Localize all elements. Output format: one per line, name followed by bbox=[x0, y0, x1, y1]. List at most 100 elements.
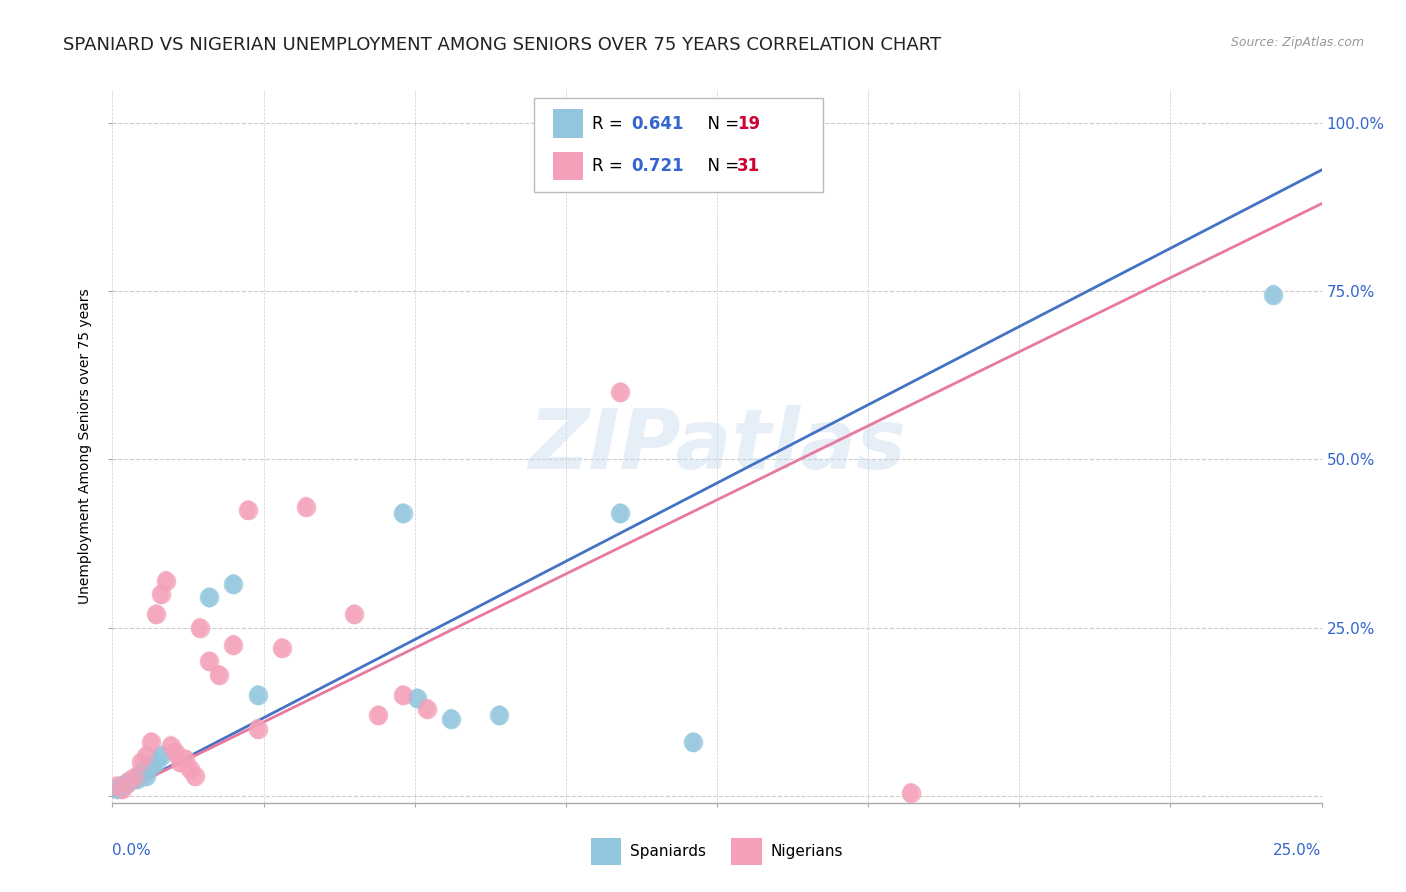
Ellipse shape bbox=[181, 759, 198, 779]
Y-axis label: Unemployment Among Seniors over 75 years: Unemployment Among Seniors over 75 years bbox=[79, 288, 93, 604]
Point bbox=[159, 739, 181, 753]
Point bbox=[145, 756, 167, 770]
Point bbox=[135, 748, 157, 763]
Point bbox=[295, 500, 318, 514]
Ellipse shape bbox=[163, 736, 179, 756]
Point bbox=[145, 607, 167, 622]
Text: Source: ZipAtlas.com: Source: ZipAtlas.com bbox=[1230, 36, 1364, 49]
Ellipse shape bbox=[153, 746, 169, 765]
Point bbox=[270, 640, 292, 655]
Ellipse shape bbox=[143, 732, 159, 752]
Text: R =: R = bbox=[592, 115, 628, 133]
Ellipse shape bbox=[114, 780, 129, 799]
Ellipse shape bbox=[1265, 285, 1281, 304]
Point bbox=[391, 688, 413, 702]
Point bbox=[222, 577, 245, 591]
Point bbox=[682, 735, 704, 749]
Text: N =: N = bbox=[697, 115, 745, 133]
Ellipse shape bbox=[167, 742, 183, 763]
Point bbox=[488, 708, 510, 723]
Point bbox=[188, 621, 211, 635]
Point bbox=[1263, 287, 1285, 301]
Ellipse shape bbox=[409, 689, 425, 708]
Point bbox=[183, 769, 205, 783]
Ellipse shape bbox=[201, 588, 217, 607]
Text: 31: 31 bbox=[737, 157, 759, 175]
Ellipse shape bbox=[443, 708, 458, 729]
Point bbox=[105, 779, 128, 793]
Point bbox=[198, 591, 221, 605]
Point bbox=[131, 756, 153, 770]
Point bbox=[131, 765, 153, 780]
Ellipse shape bbox=[419, 698, 434, 719]
Text: Spaniards: Spaniards bbox=[630, 845, 706, 859]
Point bbox=[198, 655, 221, 669]
Ellipse shape bbox=[138, 766, 155, 786]
Point bbox=[416, 701, 439, 715]
Point bbox=[115, 775, 138, 789]
Ellipse shape bbox=[148, 753, 165, 772]
Ellipse shape bbox=[124, 769, 139, 789]
Text: 25.0%: 25.0% bbox=[1274, 843, 1322, 858]
Text: 0.0%: 0.0% bbox=[112, 843, 152, 858]
Ellipse shape bbox=[492, 706, 508, 725]
Ellipse shape bbox=[134, 763, 149, 782]
Point bbox=[105, 782, 128, 797]
Point bbox=[165, 745, 187, 759]
Text: R =: R = bbox=[592, 157, 628, 175]
Ellipse shape bbox=[114, 776, 129, 796]
Point bbox=[367, 708, 389, 723]
Text: SPANIARD VS NIGERIAN UNEMPLOYMENT AMONG SENIORS OVER 75 YEARS CORRELATION CHART: SPANIARD VS NIGERIAN UNEMPLOYMENT AMONG … bbox=[63, 36, 942, 54]
Ellipse shape bbox=[153, 584, 169, 604]
Ellipse shape bbox=[129, 769, 145, 789]
Ellipse shape bbox=[211, 665, 226, 685]
Text: 0.721: 0.721 bbox=[631, 157, 683, 175]
Ellipse shape bbox=[395, 503, 411, 524]
Point bbox=[125, 769, 148, 783]
Ellipse shape bbox=[143, 756, 159, 776]
Ellipse shape bbox=[613, 382, 628, 402]
Ellipse shape bbox=[129, 766, 145, 786]
Point bbox=[406, 691, 429, 706]
Point bbox=[900, 786, 922, 800]
Ellipse shape bbox=[240, 500, 256, 520]
Point bbox=[155, 574, 177, 588]
Ellipse shape bbox=[187, 766, 202, 786]
Ellipse shape bbox=[177, 749, 193, 769]
Point bbox=[246, 722, 269, 736]
Point bbox=[609, 385, 631, 400]
Point bbox=[179, 762, 201, 776]
Point bbox=[111, 779, 134, 793]
Point bbox=[208, 668, 231, 682]
Ellipse shape bbox=[685, 732, 700, 752]
Point bbox=[174, 752, 197, 766]
Point bbox=[391, 506, 413, 520]
Point bbox=[149, 748, 172, 763]
Ellipse shape bbox=[298, 497, 314, 516]
Point bbox=[343, 607, 366, 622]
Point bbox=[121, 772, 143, 787]
Point bbox=[135, 769, 157, 783]
Ellipse shape bbox=[120, 772, 135, 793]
Ellipse shape bbox=[157, 571, 173, 591]
Ellipse shape bbox=[225, 574, 242, 594]
Point bbox=[609, 506, 631, 520]
Point bbox=[141, 735, 163, 749]
Point bbox=[222, 638, 245, 652]
Point bbox=[115, 775, 138, 789]
Ellipse shape bbox=[371, 706, 387, 725]
Point bbox=[246, 688, 269, 702]
Ellipse shape bbox=[173, 753, 188, 772]
Ellipse shape bbox=[274, 638, 290, 658]
Ellipse shape bbox=[138, 746, 155, 765]
Text: ZIPatlas: ZIPatlas bbox=[529, 406, 905, 486]
Point bbox=[169, 756, 191, 770]
Ellipse shape bbox=[134, 753, 149, 772]
Point bbox=[111, 782, 134, 797]
Ellipse shape bbox=[903, 782, 918, 803]
Ellipse shape bbox=[191, 618, 208, 638]
Text: 0.641: 0.641 bbox=[631, 115, 683, 133]
Ellipse shape bbox=[110, 776, 125, 796]
Text: N =: N = bbox=[697, 157, 745, 175]
Point bbox=[236, 503, 259, 517]
